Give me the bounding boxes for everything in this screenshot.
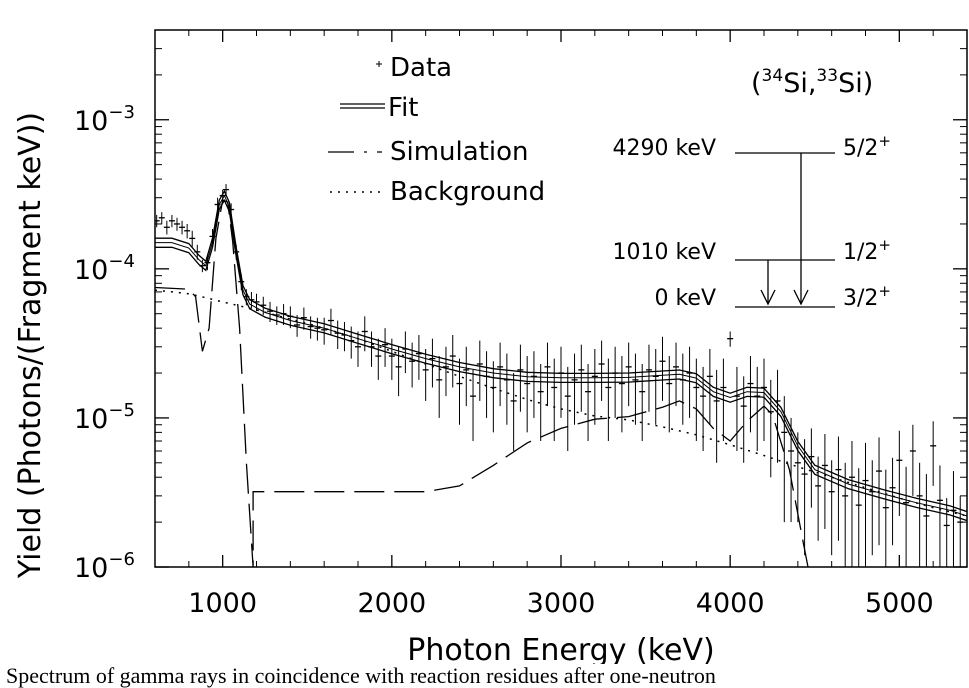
y-axis-label: Yield (Photons/(Fragment keV)) [13,112,48,579]
legend-data: Data [376,53,452,83]
level-1010-energy: 1010 keV [612,240,716,265]
x-tick-label: 3000 [527,588,596,619]
legend-simulation-label: Simulation [390,137,529,167]
y-tick-label: 10−3 [74,102,135,137]
legend-background: Background [330,177,545,207]
transition-4290-to-0 [793,153,809,306]
legend-data-label: Data [390,53,452,83]
level-0-spin: 3/2+ [843,282,891,311]
reaction-a-element: Si [783,68,808,99]
transition-4290-arrowhead [793,289,809,306]
x-tick-label: 2000 [357,588,426,619]
level-1010: 1010 keV 1/2+ [612,236,891,265]
x-axis-label: Photon Energy (keV) [407,633,714,664]
y-tick-label: 10−5 [74,400,135,435]
level-4290-spin: 5/2+ [843,132,891,161]
level-4290: 4290 keV 5/2+ [612,132,891,161]
reaction-label: (34Si,33Si) [751,66,873,99]
x-tick-label: 5000 [865,588,934,619]
x-tick-label: 1000 [188,588,257,619]
legend-fit-label: Fit [388,93,418,123]
x-tick-label: 4000 [696,588,765,619]
y-tick-label: 10−6 [74,549,135,584]
transition-1010-to-0 [760,260,776,306]
series-group [155,184,967,567]
level-4290-energy: 4290 keV [612,136,716,161]
reaction-b-mass: 33 [816,66,838,86]
series-layer [155,184,967,567]
transition-1010-arrowhead [760,289,776,306]
level-0-energy: 0 keV [654,286,716,311]
legend: Data Fit Simulation Background [328,53,545,207]
chart: 1000 2000 3000 4000 5000 10−3 10−4 10−5 10−6 Pho… [13,29,968,664]
legend-simulation: Simulation [328,137,529,167]
background-curve [155,289,967,517]
y-tick-label: 10−4 [74,251,135,286]
level-0: 0 keV 3/2+ [654,282,891,311]
level-scheme-inset: (34Si,33Si) 4290 keV 5/2+ 1010 keV 1/2+ … [612,66,891,311]
level-1010-spin: 1/2+ [843,236,891,265]
simulation-curve [155,198,809,567]
legend-fit: Fit [340,93,418,123]
reaction-b-element: Si [838,68,863,99]
legend-background-label: Background [390,177,545,207]
figure-caption: Spectrum of gamma rays in coincidence wi… [6,664,716,688]
axis-layer: 1000 2000 3000 4000 5000 10−3 10−4 10−5 10−6 [74,29,968,619]
reaction-a-mass: 34 [762,66,784,86]
